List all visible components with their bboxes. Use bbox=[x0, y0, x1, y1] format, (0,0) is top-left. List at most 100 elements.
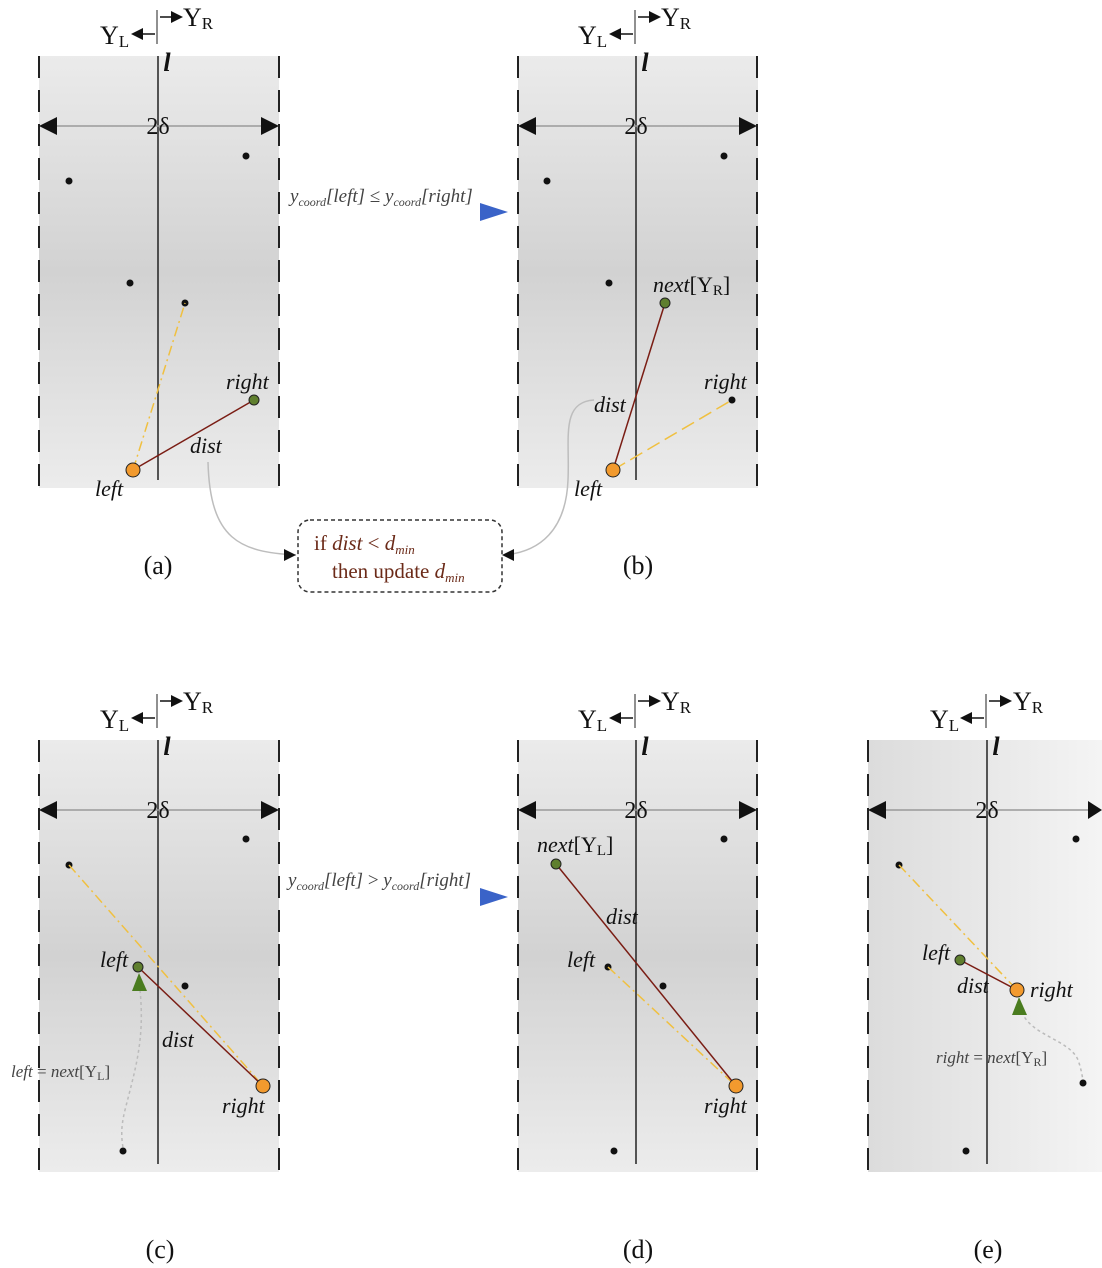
panel-d: 2δ l YL YR next[YL] dist left right (d) bbox=[517, 687, 758, 1264]
yl-label: YL bbox=[578, 21, 607, 51]
point bbox=[126, 279, 134, 287]
yr-label: YR bbox=[1013, 687, 1044, 717]
width-arrowhead-right bbox=[261, 801, 279, 819]
left-point bbox=[125, 462, 141, 478]
transition-arrow-bottom: ycoord[left] > ycoord[right] bbox=[286, 870, 508, 906]
width-arrowhead-left bbox=[39, 117, 57, 135]
yr-arrowhead bbox=[649, 695, 661, 707]
point bbox=[720, 835, 728, 843]
point bbox=[605, 279, 613, 287]
connector-arrowhead-a bbox=[284, 549, 296, 561]
panel-c: 2δ l YL YR left dist right left = next[Y… bbox=[11, 687, 280, 1264]
width-label: 2δ bbox=[146, 114, 169, 140]
yr-label: YR bbox=[661, 3, 692, 33]
next-point bbox=[550, 858, 562, 870]
transition-arrowhead bbox=[480, 203, 508, 221]
panel-caption: (a) bbox=[144, 551, 173, 580]
point bbox=[119, 1147, 127, 1155]
y-direction-header: YL YR bbox=[578, 687, 692, 735]
line-label-l: l bbox=[641, 732, 649, 761]
yr-label: YR bbox=[661, 687, 692, 717]
update-condition: if dist < dmin bbox=[314, 531, 415, 557]
panel-caption: (d) bbox=[623, 1235, 653, 1264]
transition-arrowhead bbox=[480, 888, 508, 906]
yl-label: YL bbox=[100, 705, 129, 735]
right-label: right bbox=[1030, 977, 1074, 1002]
left-label: left bbox=[574, 476, 603, 501]
dist-line bbox=[132, 399, 255, 471]
connector-from-b bbox=[503, 399, 595, 556]
width-arrowhead-right bbox=[1088, 801, 1102, 819]
width-arrowhead-left bbox=[868, 801, 886, 819]
next-point bbox=[659, 297, 671, 309]
left-point bbox=[954, 954, 966, 966]
strip-background bbox=[518, 740, 758, 1172]
right-point bbox=[255, 1078, 271, 1094]
transition-condition: ycoord[left] > ycoord[right] bbox=[286, 870, 471, 893]
update-connector bbox=[1021, 1011, 1084, 1081]
yl-arrowhead bbox=[960, 712, 972, 724]
dist-line bbox=[137, 966, 264, 1087]
yl-label: YL bbox=[930, 705, 959, 735]
y-direction-header: YL YR bbox=[930, 687, 1044, 735]
yl-label: YL bbox=[578, 705, 607, 735]
point bbox=[543, 177, 551, 185]
point bbox=[659, 982, 667, 990]
candidate-dashed-line bbox=[132, 302, 186, 471]
width-arrowhead-left bbox=[518, 801, 536, 819]
yr-arrowhead bbox=[171, 11, 183, 23]
left-point bbox=[132, 961, 144, 973]
point bbox=[962, 1147, 970, 1155]
dist-label: dist bbox=[190, 433, 223, 458]
dist-line bbox=[959, 959, 1018, 991]
point bbox=[728, 396, 736, 404]
panel-caption: (c) bbox=[146, 1235, 175, 1264]
dist-line bbox=[555, 863, 737, 1087]
update-rule-label: left = next[YL] bbox=[11, 1062, 110, 1083]
panel-e: 2δ l YL YR left dist right right = next[… bbox=[867, 687, 1102, 1264]
right-label: right bbox=[226, 369, 270, 394]
line-label-l: l bbox=[992, 732, 1000, 761]
strip-background bbox=[518, 56, 758, 488]
width-arrowhead-left bbox=[518, 117, 536, 135]
update-rule-label: right = next[YR] bbox=[936, 1048, 1047, 1069]
right-label: right bbox=[222, 1093, 266, 1118]
width-arrowhead-left bbox=[39, 801, 57, 819]
point bbox=[242, 152, 250, 160]
candidate-dashed-line bbox=[607, 966, 737, 1087]
line-label-l: l bbox=[163, 732, 171, 761]
yr-arrowhead bbox=[649, 11, 661, 23]
point bbox=[242, 835, 250, 843]
transition-condition: ycoord[left] ≤ ycoord[right] bbox=[288, 186, 473, 209]
panel-caption: (b) bbox=[623, 551, 653, 580]
width-label: 2δ bbox=[975, 798, 998, 824]
candidate-dashed-line bbox=[68, 864, 264, 1087]
point bbox=[720, 152, 728, 160]
left-label: left bbox=[567, 947, 596, 972]
point bbox=[181, 982, 189, 990]
dist-label: dist bbox=[594, 392, 627, 417]
yr-arrowhead bbox=[1000, 695, 1012, 707]
update-action: then update dmin bbox=[332, 559, 465, 585]
strip-background bbox=[39, 56, 279, 488]
point bbox=[65, 177, 73, 185]
panel-caption: (e) bbox=[974, 1235, 1003, 1264]
line-label-l: l bbox=[163, 48, 171, 77]
candidate-dashed-line bbox=[612, 399, 733, 471]
update-arrowhead bbox=[1012, 997, 1027, 1015]
y-direction-header: YL YR bbox=[100, 3, 214, 51]
yl-arrowhead bbox=[131, 712, 143, 724]
next-label: next[YR] bbox=[653, 272, 730, 299]
dist-label: dist bbox=[162, 1027, 195, 1052]
right-point bbox=[728, 1078, 744, 1094]
yr-arrowhead bbox=[171, 695, 183, 707]
point bbox=[610, 1147, 618, 1155]
next-label: next[YL] bbox=[537, 832, 613, 859]
update-arrowhead bbox=[132, 973, 147, 991]
yl-arrowhead bbox=[609, 28, 621, 40]
yl-label: YL bbox=[100, 21, 129, 51]
width-label: 2δ bbox=[146, 798, 169, 824]
yr-label: YR bbox=[183, 687, 214, 717]
width-label: 2δ bbox=[624, 114, 647, 140]
